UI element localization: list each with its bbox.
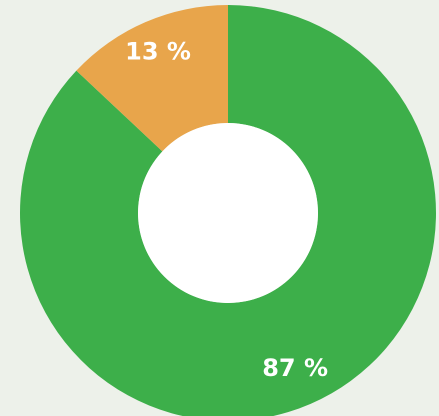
donut-slice-1	[76, 5, 228, 152]
slice-label-1: 13 %	[125, 37, 191, 65]
slice-label-0: 87 %	[262, 354, 328, 382]
donut-hole	[138, 123, 318, 303]
donut-slice-0	[20, 5, 436, 416]
